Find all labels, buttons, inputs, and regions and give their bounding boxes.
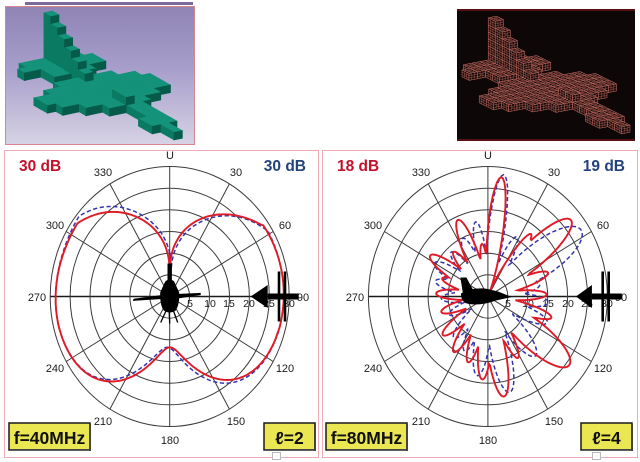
svg-text:60: 60: [279, 220, 291, 232]
svg-text:5: 5: [187, 298, 193, 310]
svg-text:25: 25: [263, 298, 275, 310]
svg-text:210: 210: [94, 416, 112, 428]
svg-text:30: 30: [601, 298, 613, 310]
svg-text:330: 330: [412, 167, 430, 179]
svg-text:300: 300: [364, 220, 382, 232]
svg-text:15: 15: [223, 298, 235, 310]
svg-text:f=80MHz: f=80MHz: [331, 428, 403, 448]
svg-text:120: 120: [594, 363, 612, 375]
svg-text:ℓ=4: ℓ=4: [592, 428, 621, 448]
svg-text:240: 240: [364, 363, 382, 375]
svg-text:120: 120: [276, 363, 294, 375]
svg-text:90: 90: [297, 292, 309, 304]
svg-text:330: 330: [94, 167, 112, 179]
svg-text:10: 10: [204, 298, 216, 310]
svg-text:210: 210: [412, 416, 430, 428]
svg-text:270: 270: [346, 292, 364, 304]
svg-text:30 dB: 30 dB: [264, 158, 306, 175]
svg-text:60: 60: [597, 220, 609, 232]
svg-text:30: 30: [283, 298, 295, 310]
svg-text:20: 20: [243, 298, 255, 310]
svg-text:150: 150: [545, 416, 563, 428]
svg-text:240: 240: [46, 363, 64, 375]
svg-text:30 dB: 30 dB: [19, 158, 61, 175]
svg-text:150: 150: [227, 416, 245, 428]
svg-text:180: 180: [479, 435, 497, 447]
svg-text:30: 30: [230, 167, 242, 179]
svg-text:270: 270: [28, 292, 46, 304]
svg-text:18 dB: 18 dB: [337, 158, 379, 175]
svg-text:5: 5: [505, 298, 511, 310]
svg-text:300: 300: [46, 220, 64, 232]
svg-text:180: 180: [161, 435, 179, 447]
svg-text:f=40MHz: f=40MHz: [14, 428, 86, 448]
svg-text:ℓ=2: ℓ=2: [275, 428, 304, 448]
svg-text:15: 15: [542, 298, 554, 310]
svg-text:U: U: [484, 151, 492, 162]
svg-text:19 dB: 19 dB: [583, 158, 625, 175]
svg-text:U: U: [166, 151, 174, 162]
svg-text:20: 20: [562, 298, 574, 310]
svg-text:30: 30: [548, 167, 560, 179]
